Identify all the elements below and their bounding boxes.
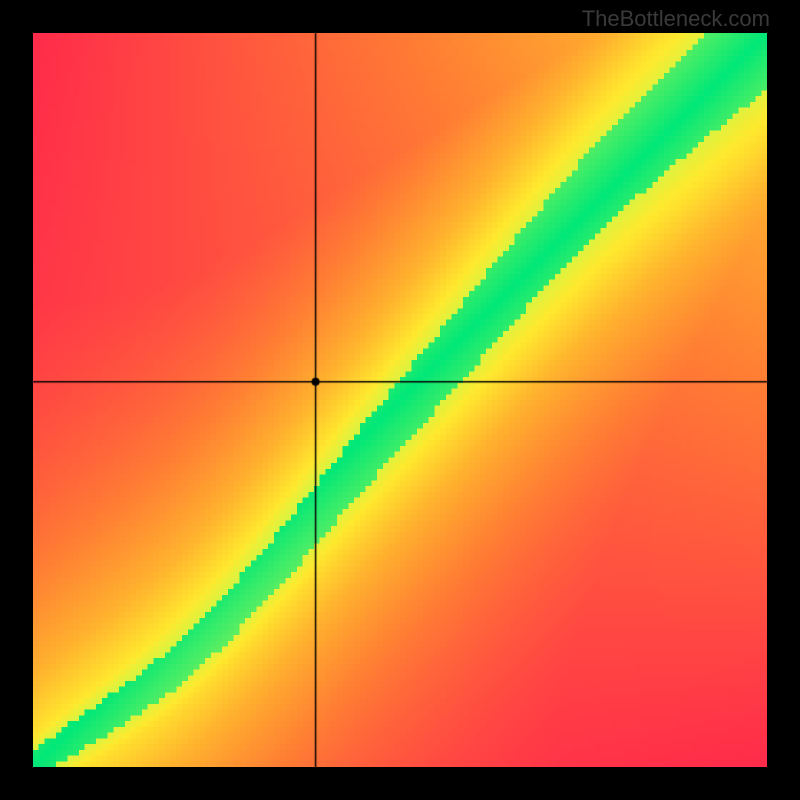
crosshair-overlay xyxy=(0,0,800,800)
watermark-text: TheBottleneck.com xyxy=(582,6,770,32)
chart-container: TheBottleneck.com xyxy=(0,0,800,800)
